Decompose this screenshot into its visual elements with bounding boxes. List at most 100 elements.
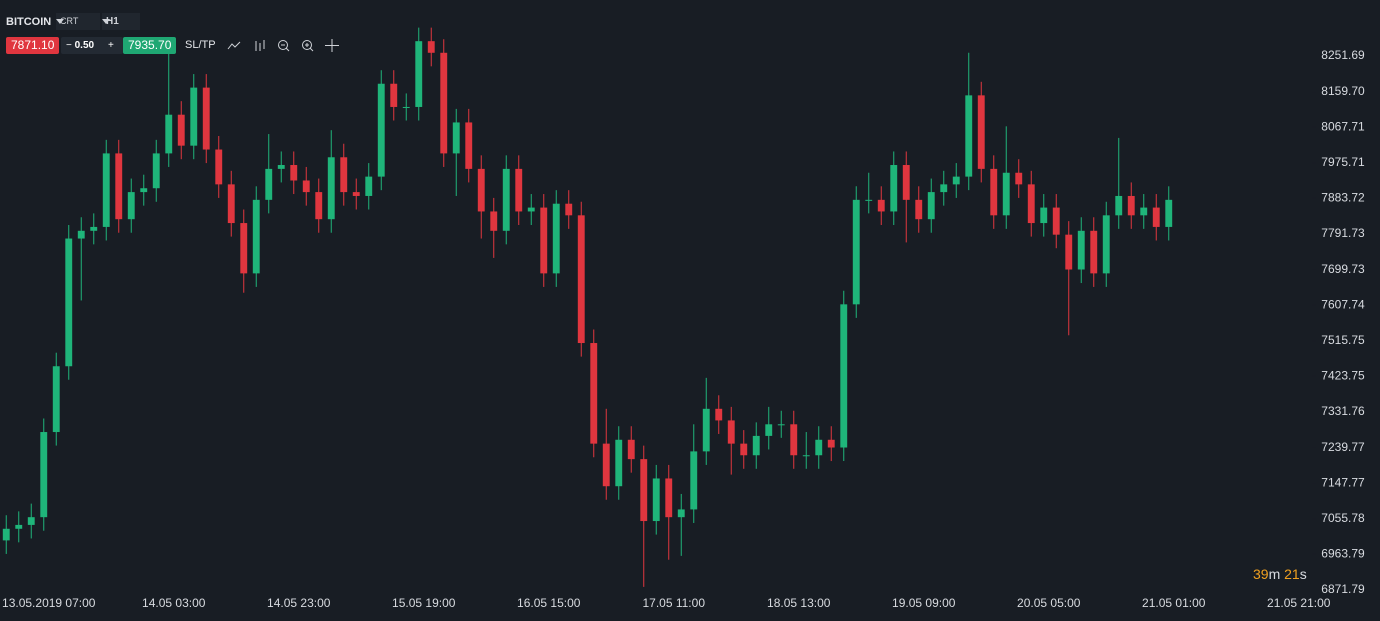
candle-body — [1002, 172, 1010, 216]
candle-body — [15, 524, 23, 529]
candle-body — [390, 83, 398, 107]
candle-body — [590, 343, 598, 444]
y-tick-label: 6871.79 — [1321, 582, 1365, 596]
candle-body — [340, 157, 348, 193]
candle-body — [840, 304, 848, 448]
candle-body — [1040, 207, 1048, 224]
candle-body — [477, 168, 485, 212]
candle-body — [165, 114, 173, 154]
candle-body — [265, 168, 273, 200]
candle-body — [452, 122, 460, 154]
y-tick-label: 7331.76 — [1321, 404, 1365, 418]
caret — [56, 19, 64, 24]
candle-body — [902, 165, 910, 200]
x-tick-label: 17.05 11:00 — [642, 596, 705, 610]
y-tick-label: 8159.70 — [1321, 84, 1365, 98]
x-tick-label: 14.05 03:00 — [142, 596, 206, 610]
buy-button[interactable]: 7935.70 — [123, 37, 177, 54]
x-tick-label: 14.05 23:00 — [267, 596, 331, 610]
plus-button[interactable]: + — [108, 40, 114, 51]
candle-body — [290, 165, 298, 181]
candle-body — [240, 223, 248, 274]
y-tick-label: 7883.72 — [1321, 191, 1365, 205]
candle-body — [1027, 184, 1035, 224]
candle-body — [890, 165, 898, 212]
candle-body — [52, 366, 60, 433]
timer-minutes: 39 — [1253, 566, 1269, 582]
timeframe-dropdown[interactable]: H1 — [102, 13, 140, 30]
candle-body — [940, 184, 948, 193]
spread: − 0.50 + — [61, 37, 123, 54]
candle-body — [1140, 207, 1148, 216]
sell-button[interactable]: 7871.10 — [6, 37, 60, 54]
candle-body — [552, 203, 560, 274]
candle-body — [565, 203, 573, 216]
candle-body — [1102, 215, 1110, 274]
candle-body — [40, 432, 48, 518]
candle-body — [352, 192, 360, 196]
candle-body — [327, 157, 335, 220]
candle-body — [440, 52, 448, 154]
candle-body — [202, 87, 210, 150]
y-tick-label: 7975.71 — [1321, 155, 1365, 169]
line-icon[interactable] — [227, 41, 241, 50]
candle-body — [1127, 195, 1135, 216]
x-tick-label: 21.05 21:00 — [1267, 596, 1331, 610]
y-tick-label: 7791.73 — [1321, 226, 1365, 240]
candle-body — [977, 95, 985, 169]
candle-body — [365, 176, 373, 196]
candle-body — [865, 199, 873, 201]
x-tick-label: 20.05 05:00 — [1017, 596, 1081, 610]
candle-body — [715, 408, 723, 421]
chart-type: CRT — [60, 16, 79, 26]
candle-body — [827, 439, 835, 448]
y-tick-label: 7239.77 — [1321, 440, 1365, 454]
candle-icon[interactable] — [255, 40, 265, 51]
candle-body — [1015, 172, 1023, 185]
y-tick-label: 7055.78 — [1321, 511, 1365, 525]
candle-body — [602, 443, 610, 487]
toolbar-icons — [227, 39, 339, 52]
spread-value: 0.50 — [74, 40, 95, 51]
minus-button[interactable]: − — [66, 40, 72, 51]
pan-icon[interactable] — [325, 39, 339, 52]
candle-body — [515, 168, 523, 212]
y-tick-label: 8251.69 — [1321, 48, 1365, 62]
zoom-out-icon[interactable] — [278, 40, 288, 50]
candle-body — [502, 168, 510, 231]
candle-body — [190, 87, 198, 146]
timeframe: H1 — [106, 16, 119, 27]
candle-body — [740, 443, 748, 456]
candle-body — [27, 517, 35, 525]
candle-body — [490, 211, 498, 231]
candle-timer: 39m 21s — [1253, 566, 1307, 582]
x-tick-label: 16.05 15:00 — [517, 596, 581, 610]
candle-body — [640, 459, 648, 522]
candle-body — [727, 420, 735, 444]
candle-body — [65, 238, 73, 367]
sltp-button[interactable]: SL/TP — [185, 39, 216, 51]
zoom-in-icon[interactable] — [302, 40, 312, 50]
candle-body — [302, 180, 310, 193]
candle-body — [415, 41, 423, 107]
x-tick-label: 19.05 09:00 — [892, 596, 956, 610]
candle-body — [177, 114, 185, 146]
candle-body — [1090, 230, 1098, 274]
candle-body — [377, 83, 385, 177]
candle-body — [815, 439, 823, 456]
candle-body — [802, 455, 810, 457]
candle-body — [102, 153, 110, 227]
x-tick-label: 18.05 13:00 — [767, 596, 831, 610]
candle-body — [115, 153, 123, 220]
candle-body — [852, 199, 860, 305]
candle-body — [90, 226, 98, 231]
candle-body — [127, 192, 135, 220]
y-tick-label: 7423.75 — [1321, 369, 1365, 383]
y-tick-label: 8067.71 — [1321, 119, 1365, 133]
candle-body — [952, 176, 960, 185]
candle-body — [252, 199, 260, 274]
chart-type-dropdown[interactable]: CRT — [56, 13, 100, 30]
candle-body — [777, 424, 785, 426]
candle-body — [402, 106, 410, 108]
